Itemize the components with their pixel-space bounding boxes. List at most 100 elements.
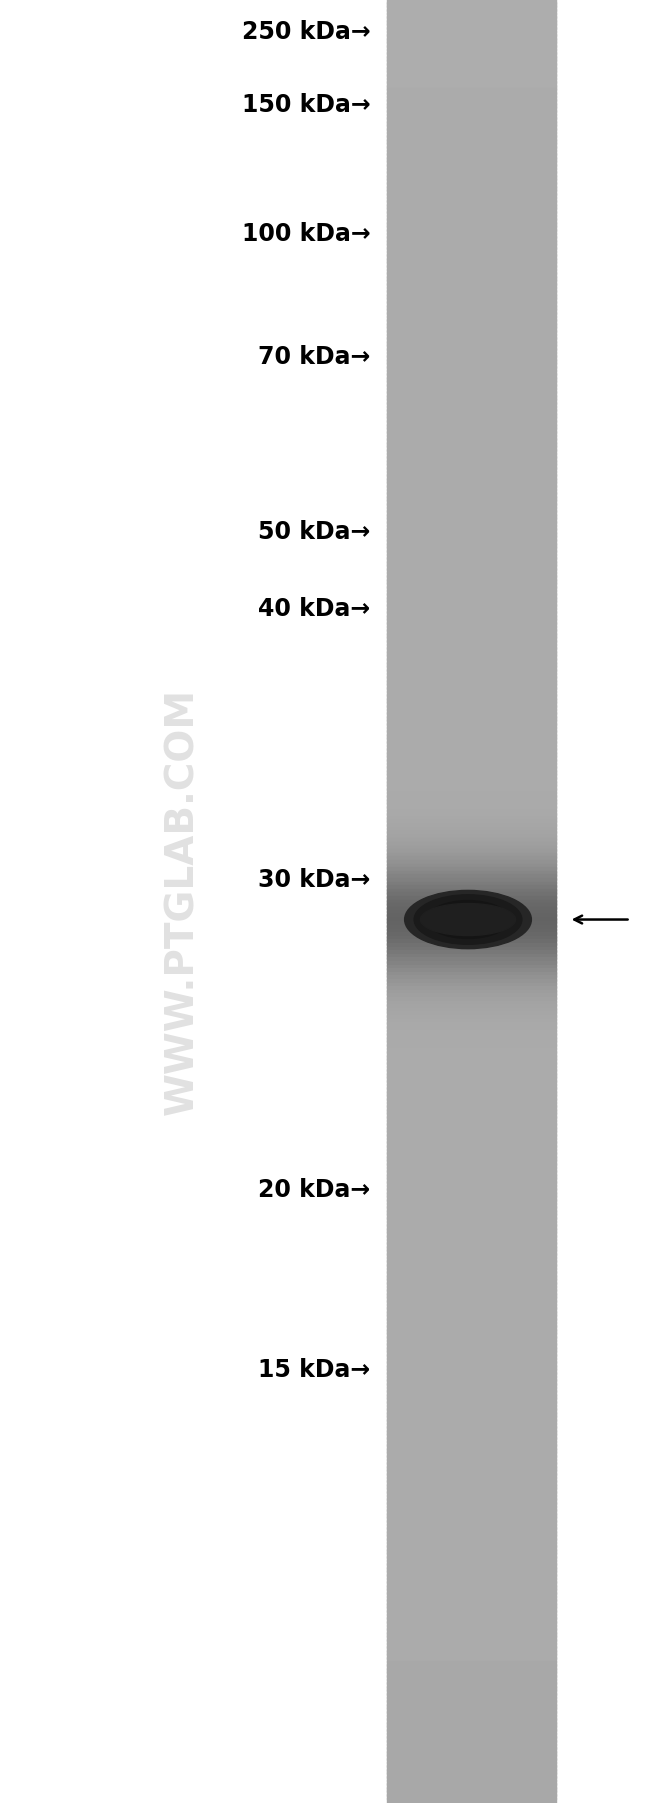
Bar	[387, 950, 556, 956]
Bar	[387, 1733, 556, 1738]
Bar	[387, 759, 556, 764]
Bar	[387, 442, 556, 447]
Bar	[387, 366, 556, 371]
Bar	[387, 178, 556, 184]
Bar	[387, 1296, 556, 1302]
Bar	[387, 712, 556, 718]
Bar	[387, 820, 556, 826]
Bar	[387, 1574, 556, 1579]
Bar	[387, 438, 556, 444]
Bar	[387, 1174, 556, 1179]
Bar	[387, 132, 556, 137]
Bar	[387, 265, 556, 270]
Bar	[387, 1037, 556, 1042]
Bar	[387, 1051, 556, 1057]
Bar	[387, 1693, 556, 1698]
Bar	[387, 882, 556, 887]
Bar	[387, 1722, 556, 1727]
Bar	[387, 846, 556, 851]
Bar	[387, 168, 556, 173]
Bar	[387, 1448, 556, 1453]
Bar	[387, 716, 556, 721]
Bar	[387, 1653, 556, 1659]
Bar	[387, 5, 556, 11]
Bar	[387, 406, 556, 411]
Bar	[387, 215, 556, 220]
Bar	[387, 972, 556, 977]
Bar	[387, 395, 556, 400]
Bar	[387, 1293, 556, 1298]
Bar	[387, 254, 556, 260]
Bar	[387, 853, 556, 858]
Bar	[387, 1033, 556, 1039]
Text: 15 kDa→: 15 kDa→	[258, 1358, 370, 1383]
Bar	[387, 654, 556, 660]
Bar	[387, 85, 556, 90]
Bar	[387, 63, 556, 69]
Bar	[387, 1372, 556, 1377]
Bar	[387, 770, 556, 775]
Bar	[387, 1462, 556, 1468]
Bar	[387, 1776, 556, 1781]
Bar	[387, 918, 556, 923]
Bar	[387, 691, 556, 696]
Bar	[387, 878, 556, 883]
Bar	[387, 1185, 556, 1190]
Bar	[387, 471, 556, 476]
Bar	[387, 885, 556, 891]
Bar	[387, 903, 556, 909]
Bar	[387, 1758, 556, 1763]
Bar	[387, 730, 556, 736]
Bar	[387, 965, 556, 970]
Bar	[387, 521, 556, 526]
Bar	[387, 1213, 556, 1219]
Bar	[387, 936, 556, 941]
Bar	[387, 1736, 556, 1742]
Bar	[387, 489, 556, 494]
Bar	[387, 1451, 556, 1457]
Bar	[387, 892, 556, 898]
Bar	[387, 889, 556, 894]
Bar	[387, 200, 556, 206]
Bar	[387, 341, 556, 346]
Bar	[387, 1055, 556, 1060]
Bar	[387, 377, 556, 382]
Bar	[387, 1343, 556, 1349]
Bar	[387, 445, 556, 451]
Bar	[387, 1585, 556, 1590]
Ellipse shape	[414, 894, 522, 945]
Bar	[387, 867, 556, 873]
Bar	[387, 734, 556, 739]
Bar	[387, 193, 556, 198]
Bar	[387, 1087, 556, 1093]
Bar	[387, 1210, 556, 1215]
Bar	[387, 496, 556, 501]
Bar	[387, 153, 556, 159]
Bar	[387, 651, 556, 656]
Text: 250 kDa→: 250 kDa→	[242, 20, 370, 45]
Text: 40 kDa→: 40 kDa→	[258, 597, 370, 622]
Bar	[387, 554, 556, 559]
Bar	[387, 1040, 556, 1046]
Bar	[387, 290, 556, 296]
Bar	[387, 1455, 556, 1460]
Bar	[387, 824, 556, 829]
Bar	[387, 78, 556, 83]
Bar	[387, 593, 556, 599]
Bar	[387, 864, 556, 869]
Bar	[387, 460, 556, 465]
Bar	[387, 525, 556, 530]
Bar	[387, 745, 556, 750]
Bar	[387, 1080, 556, 1085]
Bar	[387, 1231, 556, 1237]
Bar	[387, 871, 556, 876]
Bar	[387, 1441, 556, 1446]
Bar	[387, 474, 556, 480]
Bar	[387, 186, 556, 191]
Bar	[387, 1592, 556, 1597]
Bar	[387, 658, 556, 664]
Bar	[387, 1304, 556, 1309]
Bar	[387, 1094, 556, 1100]
Bar	[387, 669, 556, 674]
Bar	[387, 287, 556, 292]
